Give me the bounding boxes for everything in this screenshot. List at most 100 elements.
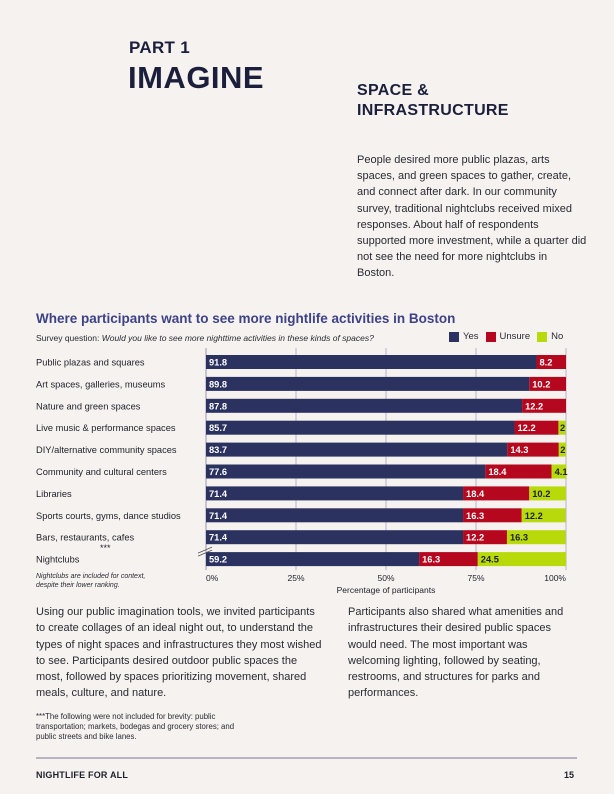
- data-label: 89.8: [209, 379, 227, 389]
- bar-segment-no: [529, 486, 566, 501]
- legend-label-unsure: Unsure: [499, 331, 531, 342]
- category-label: Live music & performance spaces: [36, 423, 176, 433]
- legend-item-yes: Yes: [449, 331, 479, 342]
- bar-segment-yes: [206, 552, 420, 567]
- bar-segment-no: [477, 552, 566, 567]
- data-label: 12.2: [466, 533, 484, 543]
- data-label: 16.3: [466, 511, 484, 521]
- brevity-footnote: ***The following were not included for b…: [36, 712, 235, 741]
- asterisk-annotation: ***: [100, 543, 111, 553]
- data-label: 83.7: [209, 445, 227, 455]
- section-title-line-1: SPACE &: [357, 82, 430, 99]
- data-label: 8.2: [539, 358, 552, 368]
- section-title: SPACE & INFRASTRUCTURE: [357, 81, 509, 121]
- bar-segment-unsure: [485, 464, 552, 479]
- data-label: 16.3: [422, 555, 440, 565]
- x-tick-label: 100%: [544, 573, 566, 583]
- data-label: 71.4: [209, 489, 228, 499]
- bar-segment-no: [558, 420, 566, 435]
- data-label: 71.4: [209, 511, 228, 521]
- bar-segment-yes: [206, 508, 464, 523]
- data-label: 14.3: [510, 445, 528, 455]
- data-label: 16.3: [510, 533, 528, 543]
- data-label: 59.2: [209, 555, 227, 565]
- bar-segment-unsure: [507, 442, 559, 457]
- stacked-bar-chart: Public plazas and squares 91.8 8.2 Art spac…: [36, 348, 568, 595]
- bar-segment-yes: [206, 486, 464, 501]
- bar-segment-yes: [206, 376, 530, 391]
- data-label: 4.1: [555, 467, 568, 477]
- legend-item-unsure: Unsure: [485, 331, 531, 342]
- intro-paragraph: People desired more public plazas, arts …: [357, 154, 587, 280]
- data-label: 71.4: [209, 533, 228, 543]
- data-label: 2: [560, 423, 565, 433]
- bar-segment-no: [521, 508, 566, 523]
- data-label: 10.2: [532, 489, 550, 499]
- axis-break-mark: [197, 549, 213, 557]
- data-label: 2: [560, 445, 565, 455]
- bar-segment-unsure: [514, 420, 559, 435]
- body-paragraph-right: Participants also shared what amenities …: [348, 606, 564, 700]
- category-label: Art spaces, galleries, museums: [36, 379, 166, 389]
- bar-segment-no: [558, 442, 566, 457]
- data-label: 91.8: [209, 358, 227, 368]
- data-label: 10.2: [532, 379, 550, 389]
- category-label: Public plazas and squares: [36, 358, 145, 368]
- x-tick-label: 25%: [287, 573, 304, 583]
- category-label: Community and cultural centers: [36, 467, 167, 477]
- data-label: 12.2: [525, 401, 543, 411]
- bar-segment-no: [551, 464, 567, 479]
- axis-break-mark: [197, 546, 213, 554]
- legend-label-yes: Yes: [463, 331, 479, 342]
- data-label: 12.2: [518, 423, 536, 433]
- bar-segment-unsure: [463, 486, 530, 501]
- legend-label-no: No: [551, 331, 564, 342]
- category-label: Nightclubs: [36, 555, 80, 565]
- nightclubs-context-note: Nightclubs are included for context, des…: [36, 573, 146, 589]
- legend-item-no: No: [537, 331, 563, 342]
- page-title: IMAGINE: [128, 60, 265, 95]
- data-label: 77.6: [209, 467, 227, 477]
- chart-legend: Yes Unsure No: [449, 331, 570, 342]
- bar-segment-yes: [206, 464, 486, 479]
- category-label: Sports courts, gyms, dance studios: [36, 511, 181, 521]
- footer-divider: [36, 757, 577, 759]
- category-label: Nature and green spaces: [36, 401, 141, 411]
- data-label: 85.7: [209, 423, 227, 433]
- survey-question: Survey question: Would you like to see m…: [36, 333, 374, 343]
- section-title-line-2: INFRASTRUCTURE: [357, 102, 509, 119]
- bar-segment-yes: [206, 530, 464, 545]
- bar-segment-yes: [206, 355, 537, 369]
- category-label: Bars, restaurants, cafes: [36, 533, 135, 543]
- page-number: 15: [564, 770, 575, 780]
- footer-publication-title: NIGHTLIFE FOR ALL: [36, 770, 129, 780]
- chart-title: Where participants want to see more nigh…: [36, 311, 456, 326]
- bar-segment-unsure: [463, 530, 507, 545]
- legend-swatch-yes: [449, 331, 459, 342]
- x-axis-label: Percentage of participants: [337, 585, 436, 595]
- x-tick-label: 75%: [467, 573, 484, 583]
- x-tick-label: 50%: [377, 573, 394, 583]
- legend-swatch-no: [537, 331, 548, 342]
- bar-segment-yes: [206, 442, 508, 457]
- data-label: 87.8: [209, 401, 227, 411]
- data-label: 18.4: [488, 467, 507, 477]
- survey-question-label: Survey question:: [36, 333, 100, 343]
- bar-segment-unsure: [536, 355, 566, 369]
- category-label: Libraries: [36, 489, 72, 499]
- category-label: DIY/alternative community spaces: [36, 445, 177, 455]
- bar-segment-unsure: [463, 508, 522, 523]
- x-tick-label: 0%: [206, 573, 219, 583]
- legend-swatch-unsure: [485, 331, 496, 342]
- bar-segment-yes: [206, 398, 523, 413]
- survey-question-text: Would you like to see more nighttime act…: [101, 333, 374, 343]
- bar-segment-yes: [206, 420, 515, 435]
- part-label: PART 1: [129, 38, 190, 57]
- body-paragraph-left: Using our public imagination tools, we i…: [36, 606, 322, 700]
- bar-segment-unsure: [522, 398, 566, 413]
- data-label: 24.5: [481, 555, 499, 565]
- data-label: 18.4: [466, 489, 485, 499]
- data-label: 12.2: [525, 511, 543, 521]
- bar-segment-unsure: [529, 376, 566, 391]
- bar-segment-no: [506, 530, 566, 545]
